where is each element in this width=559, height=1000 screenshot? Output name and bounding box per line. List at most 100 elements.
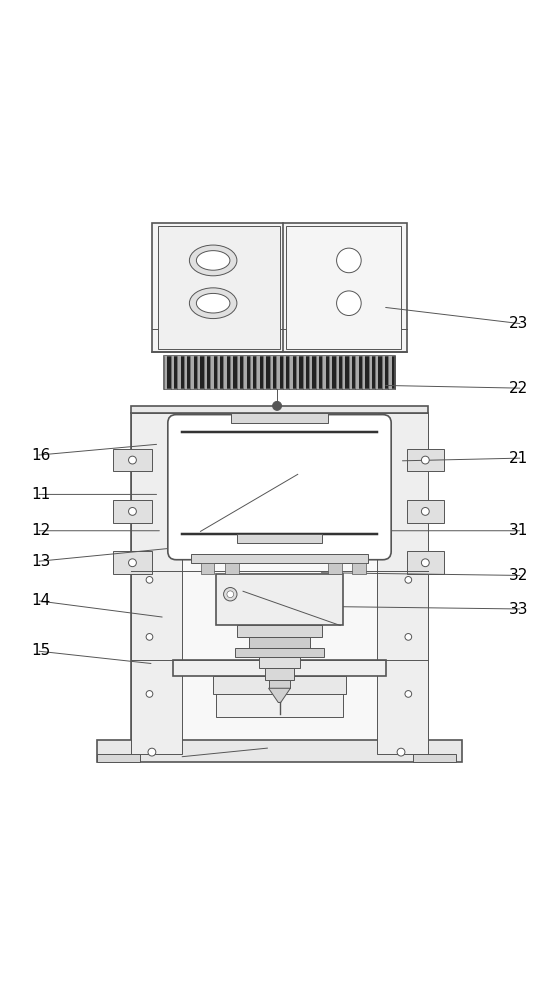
Bar — [230, 356, 233, 389]
Circle shape — [421, 559, 429, 567]
Bar — [131, 413, 182, 754]
Bar — [269, 356, 273, 389]
Circle shape — [337, 291, 361, 316]
Text: 21: 21 — [509, 451, 528, 466]
Bar — [250, 356, 253, 389]
Text: 13: 13 — [31, 554, 50, 569]
Bar — [249, 637, 310, 648]
Bar — [375, 356, 378, 389]
Bar — [290, 356, 293, 389]
Bar — [216, 574, 343, 625]
Bar — [342, 356, 345, 389]
Bar — [237, 625, 322, 637]
Bar — [316, 356, 319, 389]
Circle shape — [227, 591, 234, 598]
Bar — [97, 740, 462, 762]
Circle shape — [421, 456, 429, 464]
Circle shape — [148, 748, 156, 756]
Bar — [235, 648, 324, 657]
Bar — [302, 356, 306, 389]
Bar — [259, 657, 300, 668]
Bar — [158, 226, 280, 349]
Bar — [113, 500, 152, 523]
Ellipse shape — [190, 245, 237, 276]
Bar — [382, 356, 385, 389]
FancyBboxPatch shape — [168, 415, 391, 560]
Bar — [113, 449, 152, 471]
Text: 31: 31 — [509, 523, 528, 538]
Circle shape — [146, 691, 153, 697]
Bar — [217, 356, 220, 389]
Bar — [131, 413, 428, 754]
Bar — [184, 356, 187, 389]
Text: 22: 22 — [509, 381, 528, 396]
Bar — [349, 356, 352, 389]
Bar — [362, 356, 365, 389]
Circle shape — [224, 588, 237, 601]
Text: 33: 33 — [509, 602, 528, 617]
Circle shape — [273, 401, 282, 410]
Bar — [389, 356, 392, 389]
Bar — [173, 660, 386, 676]
Bar — [352, 563, 366, 574]
Text: 12: 12 — [31, 523, 50, 538]
Bar — [413, 754, 456, 762]
Bar — [265, 668, 294, 680]
Bar — [268, 680, 291, 688]
Circle shape — [421, 507, 429, 515]
Circle shape — [337, 248, 361, 273]
Bar — [368, 356, 372, 389]
Bar — [164, 356, 167, 389]
Bar — [407, 500, 443, 523]
Circle shape — [146, 577, 153, 583]
Bar — [335, 356, 339, 389]
Bar — [283, 356, 286, 389]
Text: 11: 11 — [31, 487, 50, 502]
Bar — [210, 356, 214, 389]
Bar — [407, 449, 443, 471]
Bar — [191, 554, 368, 563]
Bar — [97, 754, 140, 762]
Text: 32: 32 — [509, 568, 528, 583]
Circle shape — [129, 456, 136, 464]
Bar — [170, 356, 174, 389]
Bar — [225, 563, 239, 574]
Circle shape — [129, 507, 136, 515]
Bar — [212, 676, 347, 694]
Bar — [131, 406, 428, 413]
Bar — [201, 563, 215, 574]
Bar — [113, 551, 152, 574]
Bar — [231, 413, 328, 423]
Bar — [309, 356, 312, 389]
Bar — [203, 356, 207, 389]
Circle shape — [405, 691, 411, 697]
Bar — [224, 356, 227, 389]
Bar — [164, 356, 395, 389]
Polygon shape — [268, 688, 291, 702]
Bar — [276, 356, 280, 389]
Bar — [236, 356, 240, 389]
Text: 23: 23 — [509, 316, 528, 331]
Bar — [296, 356, 299, 389]
Bar — [323, 356, 326, 389]
Ellipse shape — [196, 293, 230, 313]
Text: 16: 16 — [31, 448, 50, 463]
Circle shape — [397, 748, 405, 756]
Bar — [329, 356, 332, 389]
Bar — [263, 356, 266, 389]
Text: 14: 14 — [31, 593, 50, 608]
Text: 15: 15 — [31, 643, 50, 658]
Circle shape — [405, 577, 411, 583]
Ellipse shape — [196, 251, 230, 270]
Bar — [152, 223, 407, 352]
Bar — [197, 356, 200, 389]
Bar — [356, 356, 359, 389]
Bar — [243, 356, 247, 389]
Bar — [191, 356, 194, 389]
Bar — [377, 413, 428, 754]
Bar — [286, 226, 401, 349]
Bar — [407, 551, 443, 574]
Bar — [328, 563, 342, 574]
Circle shape — [129, 559, 136, 567]
Bar — [257, 356, 260, 389]
